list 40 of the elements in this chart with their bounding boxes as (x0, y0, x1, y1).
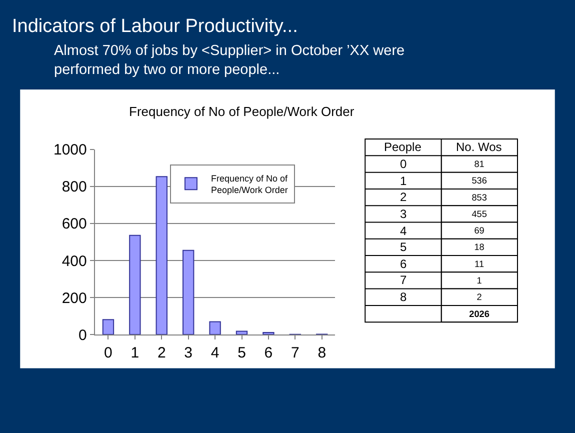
x-tick-label: 6 (264, 344, 273, 362)
text: Frequency of No of People/Work Order (129, 104, 355, 119)
y-tick-label: 600 (62, 216, 87, 233)
y-tick-label: 0 (400, 157, 407, 171)
y-tick-label: 2 (400, 190, 407, 204)
x-tick-label: 7 (290, 344, 300, 362)
data-label: 853 (472, 192, 487, 202)
data-label: 2026 (469, 308, 490, 319)
data-label: 2 (476, 292, 482, 302)
y-tick-label: 6 (400, 257, 407, 271)
y-tick-label: 5 (400, 240, 407, 254)
x-tick-label: 5 (238, 344, 246, 362)
data-label: 536 (472, 176, 487, 186)
y-tick-label: 1000 (54, 142, 87, 159)
y-tick-label: 800 (62, 178, 87, 196)
y-tick-label: 0 (78, 326, 87, 344)
x-tick-label: 0 (104, 344, 112, 362)
legend-label: Frequency of No of People/Work Order (210, 173, 288, 195)
data-label: 455 (472, 208, 487, 219)
chart-title: Indicators of Labour Productivity... (12, 16, 298, 37)
y-tick-label: 400 (62, 252, 87, 270)
data-label: 11 (474, 258, 484, 269)
x-tick-label: No. Wos (456, 140, 502, 154)
data-label: 81 (474, 159, 484, 170)
x-tick-label: 2 (157, 344, 166, 362)
data-label: 1 (476, 276, 482, 286)
y-tick-label: 1 (400, 174, 407, 188)
x-tick-label: 8 (318, 344, 326, 362)
y-tick-label: 7 (400, 273, 407, 287)
y-tick-label: 8 (400, 290, 407, 304)
x-tick-label: 3 (184, 344, 193, 362)
x-tick-label: 1 (130, 344, 140, 362)
y-axis-title: People (384, 140, 422, 154)
chart-subtitle: Almost 70% of jobs by <Supplier> in October ’XX were performed by two or more people... (54, 43, 405, 78)
y-tick-label: 3 (400, 207, 407, 221)
y-tick-label: 200 (62, 290, 87, 307)
y-tick-label: 4 (400, 224, 407, 238)
data-label: 18 (474, 242, 484, 252)
x-tick-label: 4 (210, 344, 220, 362)
data-label: 69 (474, 226, 484, 236)
